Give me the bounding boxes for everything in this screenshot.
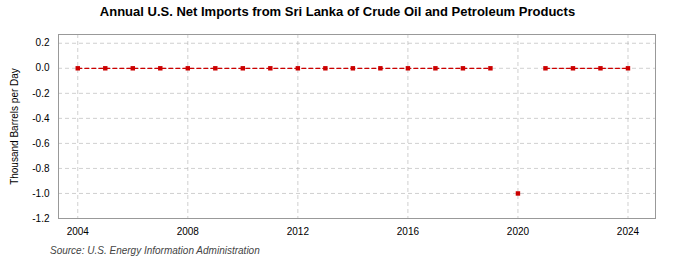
- svg-text:-1.2: -1.2: [32, 213, 50, 224]
- svg-text:-1.0: -1.0: [32, 188, 50, 199]
- svg-text:2020: 2020: [507, 226, 530, 237]
- svg-text:0.0: 0.0: [36, 62, 50, 73]
- svg-text:0.2: 0.2: [36, 37, 50, 48]
- html-text:Annual U.S. Net Imports from S: Annual U.S. Net Imports from Sri Lanka o…: [99, 4, 576, 19]
- svg-text:2004: 2004: [67, 226, 90, 237]
- svg-text:Thousand Barrels per Day: Thousand Barrels per Day: [9, 68, 20, 185]
- html-text:Source: U.S. Energy Informatio: Source: U.S. Energy Information Administ…: [50, 245, 260, 256]
- svg-text:-0.2: -0.2: [32, 88, 50, 99]
- svg-text:2016: 2016: [397, 226, 420, 237]
- svg-text:-0.8: -0.8: [32, 163, 50, 174]
- svg-text:2008: 2008: [177, 226, 200, 237]
- svg-text:-0.6: -0.6: [32, 138, 50, 149]
- svg-text:2024: 2024: [617, 226, 640, 237]
- svg-text:2012: 2012: [287, 226, 310, 237]
- svg-text:-0.4: -0.4: [32, 113, 50, 124]
